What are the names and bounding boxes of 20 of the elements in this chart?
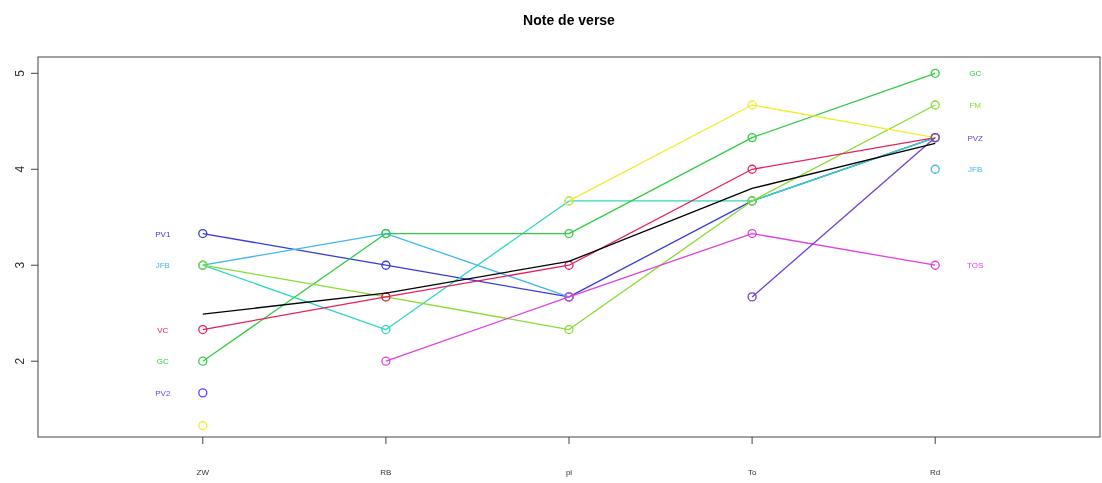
x-tick-label: To xyxy=(747,468,757,477)
text: GC xyxy=(969,69,982,79)
text: VC xyxy=(157,325,169,335)
y-tick-label: 4 xyxy=(13,165,27,173)
x-tick-label: pi xyxy=(565,468,573,477)
text: JFB xyxy=(968,165,983,175)
chart-title: Note de verse xyxy=(523,12,616,28)
y-tick-label: 2 xyxy=(13,357,27,365)
y-tick-label: 3 xyxy=(13,261,27,269)
text: PV2 xyxy=(155,388,171,398)
text: FM xyxy=(969,100,982,110)
text: PV1 xyxy=(155,229,171,239)
text: JFB xyxy=(155,261,170,271)
y-tick-label: 5 xyxy=(13,69,27,77)
x-tick-label: ZW xyxy=(196,468,210,477)
text: GC xyxy=(156,357,169,367)
x-tick-label: RB xyxy=(380,468,392,477)
x-tick-label: Rd xyxy=(930,468,941,477)
text: TOS xyxy=(967,261,984,271)
text: PVZ xyxy=(967,133,984,143)
